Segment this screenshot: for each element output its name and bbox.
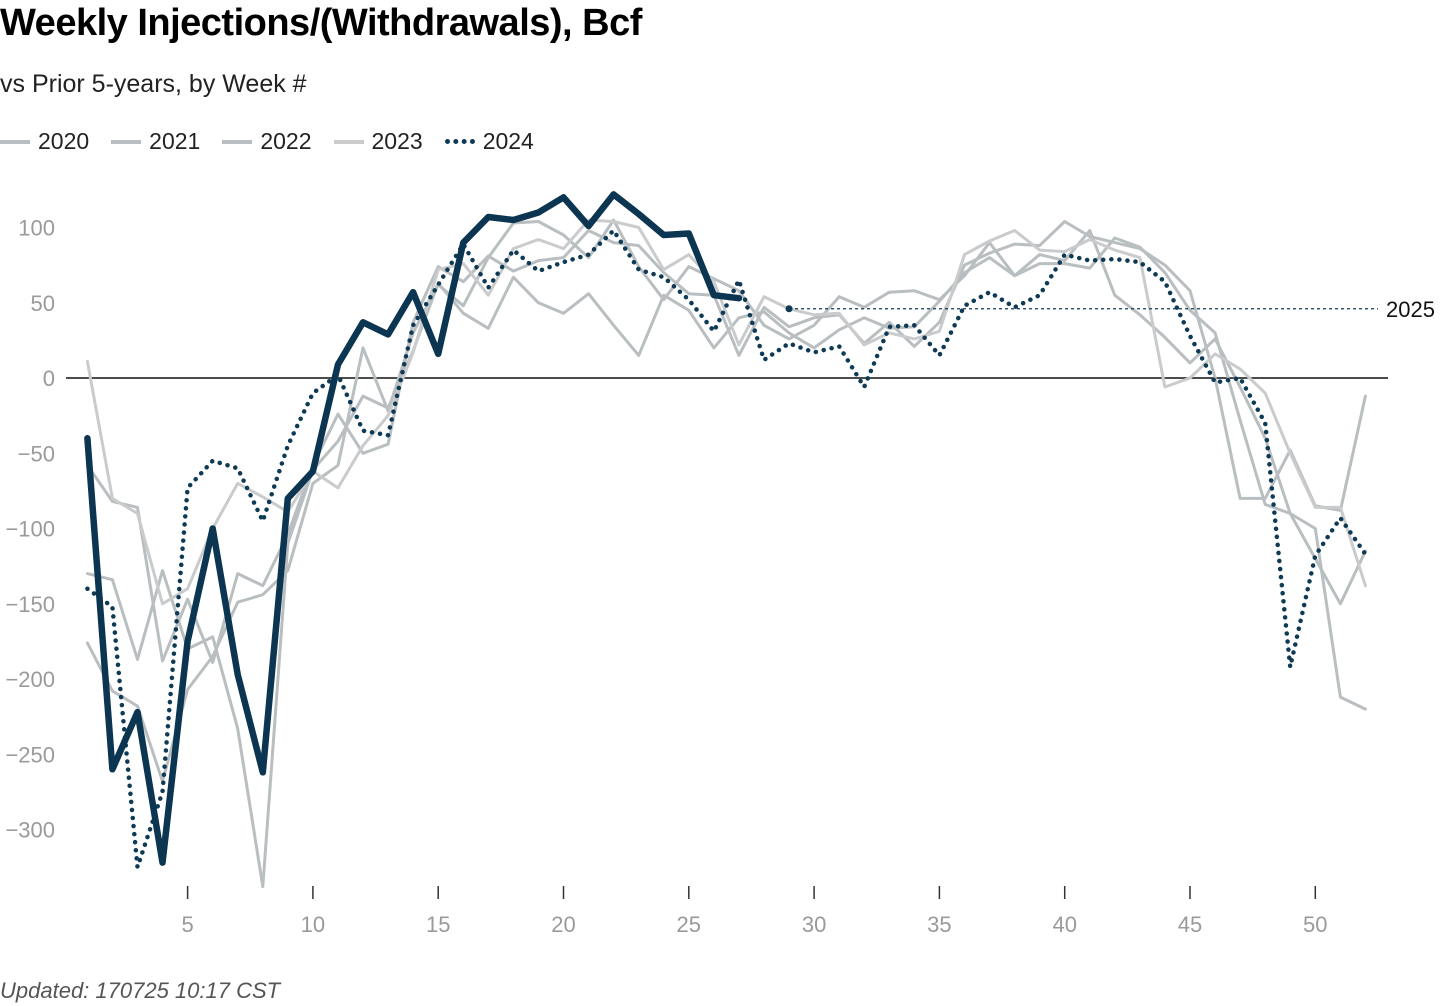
y-tick-label: 0: [43, 366, 55, 391]
chart-title: Weekly Injections/(Withdrawals), Bcf: [0, 2, 642, 44]
x-tick-label: 40: [1052, 912, 1076, 937]
axis-ticks: 100 50 0 −50 −100 −150 −200 −250 −300 5 10 15 20 25 30…: [5, 216, 1388, 937]
legend-swatch: [333, 139, 364, 144]
legend-label: 2021: [149, 128, 201, 154]
y-tick-label: −100: [5, 517, 55, 542]
legend-item-2020: 2020: [0, 128, 89, 155]
y-tick-label: −300: [5, 818, 55, 843]
legend-label: 2022: [260, 128, 312, 154]
x-tick-label: 5: [181, 912, 193, 937]
reference-label: 2025: [1386, 297, 1435, 322]
chart-legend: 2020 2021 2022 2023 2024: [0, 128, 556, 155]
y-tick-label: −200: [5, 667, 55, 692]
y-tick-label: −50: [18, 441, 55, 466]
x-tick-label: 10: [301, 912, 325, 937]
series-line-2023: [85, 218, 1367, 606]
legend-label: 2020: [38, 128, 90, 154]
legend-label: 2024: [482, 128, 534, 154]
reference-layer: 2025: [785, 297, 1435, 322]
x-tick-label: 20: [551, 912, 575, 937]
x-tick-label: 35: [927, 912, 951, 937]
chart-subtitle: vs Prior 5-years, by Week #: [0, 70, 307, 98]
legend-swatch: [444, 139, 475, 144]
legend-item-2022: 2022: [222, 128, 312, 155]
series-layer: [84, 191, 1368, 889]
legend-label: 2023: [371, 128, 423, 154]
updated-timestamp: Updated: 170725 10:17 CST: [0, 978, 281, 1003]
series-line-2020: [85, 236, 1367, 889]
y-tick-label: −150: [5, 592, 55, 617]
x-tick-label: 25: [677, 912, 701, 937]
legend-swatch: [222, 139, 253, 144]
legend-swatch: [0, 139, 30, 144]
x-tick-label: 15: [426, 912, 450, 937]
y-tick-label: 100: [18, 216, 55, 241]
series-line-current: [84, 191, 743, 866]
x-tick-label: 45: [1178, 912, 1202, 937]
series-line-2021: [85, 220, 1367, 664]
legend-item-2024: 2024: [444, 128, 534, 155]
series-line-2024: [85, 228, 1368, 870]
y-tick-label: −250: [5, 742, 55, 767]
legend-item-2023: 2023: [333, 128, 423, 155]
y-tick-label: 50: [31, 291, 55, 316]
x-tick-label: 30: [802, 912, 826, 937]
legend-item-2021: 2021: [111, 128, 200, 155]
legend-swatch: [111, 139, 142, 144]
x-tick-label: 50: [1303, 912, 1327, 937]
